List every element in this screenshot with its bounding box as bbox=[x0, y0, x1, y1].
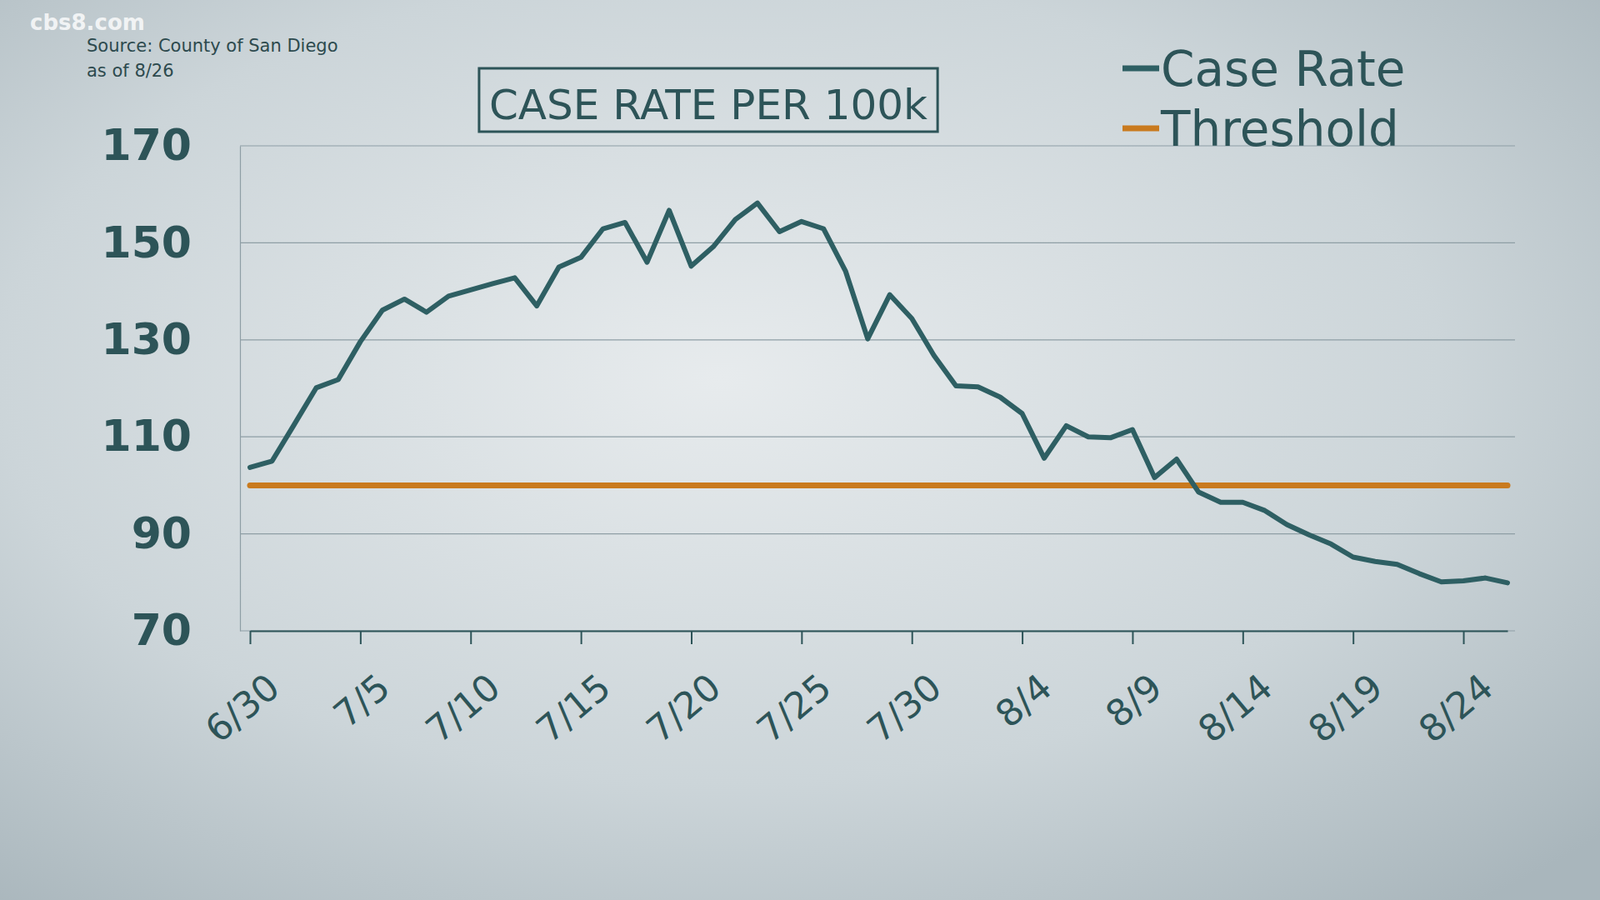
y-tick: 90 bbox=[131, 508, 240, 559]
x-tick: 7/10 bbox=[417, 630, 508, 751]
x-tick-label: 6/30 bbox=[196, 665, 287, 751]
x-tick: 7/25 bbox=[748, 630, 839, 751]
x-tick-mark bbox=[1242, 630, 1245, 645]
y-axis-line bbox=[240, 146, 241, 632]
y-tick: 110 bbox=[100, 410, 240, 461]
x-tick-mark bbox=[1021, 630, 1024, 645]
x-tick-mark bbox=[1463, 630, 1465, 645]
plot-area bbox=[250, 203, 1508, 584]
x-tick: 8/9 bbox=[1097, 630, 1170, 736]
y-axis: 70 90 110 130 150 170 bbox=[100, 120, 240, 655]
x-tick-mark bbox=[1352, 630, 1355, 645]
watermark: cbs8.com bbox=[30, 10, 145, 35]
title: CASE RATE PER 100k bbox=[479, 68, 938, 132]
x-tick-label: 7/25 bbox=[748, 665, 839, 751]
x-tick-label: 8/14 bbox=[1190, 665, 1280, 751]
grid-line bbox=[240, 436, 1515, 438]
title-text: CASE RATE PER 100k bbox=[489, 80, 928, 130]
x-tick: 8/4 bbox=[987, 630, 1060, 736]
x-tick-mark bbox=[800, 630, 803, 645]
x-tick: 7/20 bbox=[638, 630, 729, 751]
y-tick-label: 70 bbox=[131, 605, 192, 655]
x-tick-label: 8/19 bbox=[1300, 665, 1390, 751]
x-tick-label: 7/20 bbox=[638, 665, 729, 751]
background bbox=[0, 0, 1600, 900]
x-tick-mark bbox=[580, 630, 583, 645]
legend-label: Case Rate bbox=[1160, 40, 1405, 98]
series-line bbox=[250, 203, 1508, 584]
grid-line bbox=[240, 630, 1515, 631]
x-tick-mark bbox=[1131, 630, 1134, 645]
legend-swatch bbox=[1122, 65, 1160, 72]
x-tick-label: 7/10 bbox=[417, 665, 508, 751]
y-tick-label: 150 bbox=[100, 217, 192, 268]
y-tick: 70 bbox=[131, 605, 240, 655]
x-tick-label: 8/9 bbox=[1097, 665, 1170, 736]
x-tick: 8/24 bbox=[1410, 630, 1501, 751]
x-tick-label: 7/30 bbox=[859, 665, 950, 751]
x-tick-mark bbox=[690, 630, 693, 645]
x-tick: 7/15 bbox=[528, 630, 619, 751]
source-note: as of 8/26 bbox=[86, 60, 175, 81]
x-axis-line bbox=[250, 630, 1509, 633]
x-tick: 8/14 bbox=[1190, 630, 1280, 751]
x-tick: 7/30 bbox=[859, 630, 950, 751]
x-tick: 6/30 bbox=[196, 630, 287, 751]
series-line bbox=[250, 482, 1508, 489]
y-tick: 130 bbox=[100, 314, 240, 365]
title-box bbox=[479, 68, 938, 132]
y-tick-label: 90 bbox=[131, 508, 192, 559]
y-tick-label: 130 bbox=[100, 314, 192, 365]
x-tick-mark bbox=[250, 630, 252, 645]
x-tick: 8/19 bbox=[1300, 630, 1390, 751]
x-tick: 7/5 bbox=[325, 630, 398, 736]
x-tick-mark bbox=[911, 630, 914, 645]
legend-label: Threshold bbox=[1160, 100, 1400, 158]
y-tick: 170 bbox=[100, 120, 240, 170]
grid-line bbox=[240, 533, 1515, 535]
x-tick-label: 8/24 bbox=[1410, 665, 1501, 751]
x-axis: 6/30 7/5 7/107/157/207/257/30 8/4 8/9 8/148/1… bbox=[196, 630, 1508, 751]
y-tick-label: 110 bbox=[100, 410, 192, 461]
grid-line bbox=[240, 339, 1515, 340]
x-tick-mark bbox=[470, 630, 472, 645]
x-tick-label: 7/5 bbox=[325, 665, 398, 736]
y-tick: 150 bbox=[100, 217, 240, 268]
grid bbox=[240, 145, 1515, 631]
legend: Case RateThreshold bbox=[1122, 40, 1405, 158]
source-note: Source: County of San Diego bbox=[86, 35, 339, 56]
x-tick-mark bbox=[360, 630, 362, 645]
x-tick-label: 8/4 bbox=[987, 665, 1060, 736]
chart: 70901101301501706/307/57/107/157/207/257… bbox=[0, 0, 1600, 900]
x-tick-label: 7/15 bbox=[528, 665, 619, 751]
grid-line bbox=[240, 242, 1515, 244]
legend-swatch bbox=[1122, 125, 1160, 132]
y-tick-label: 170 bbox=[100, 120, 192, 170]
